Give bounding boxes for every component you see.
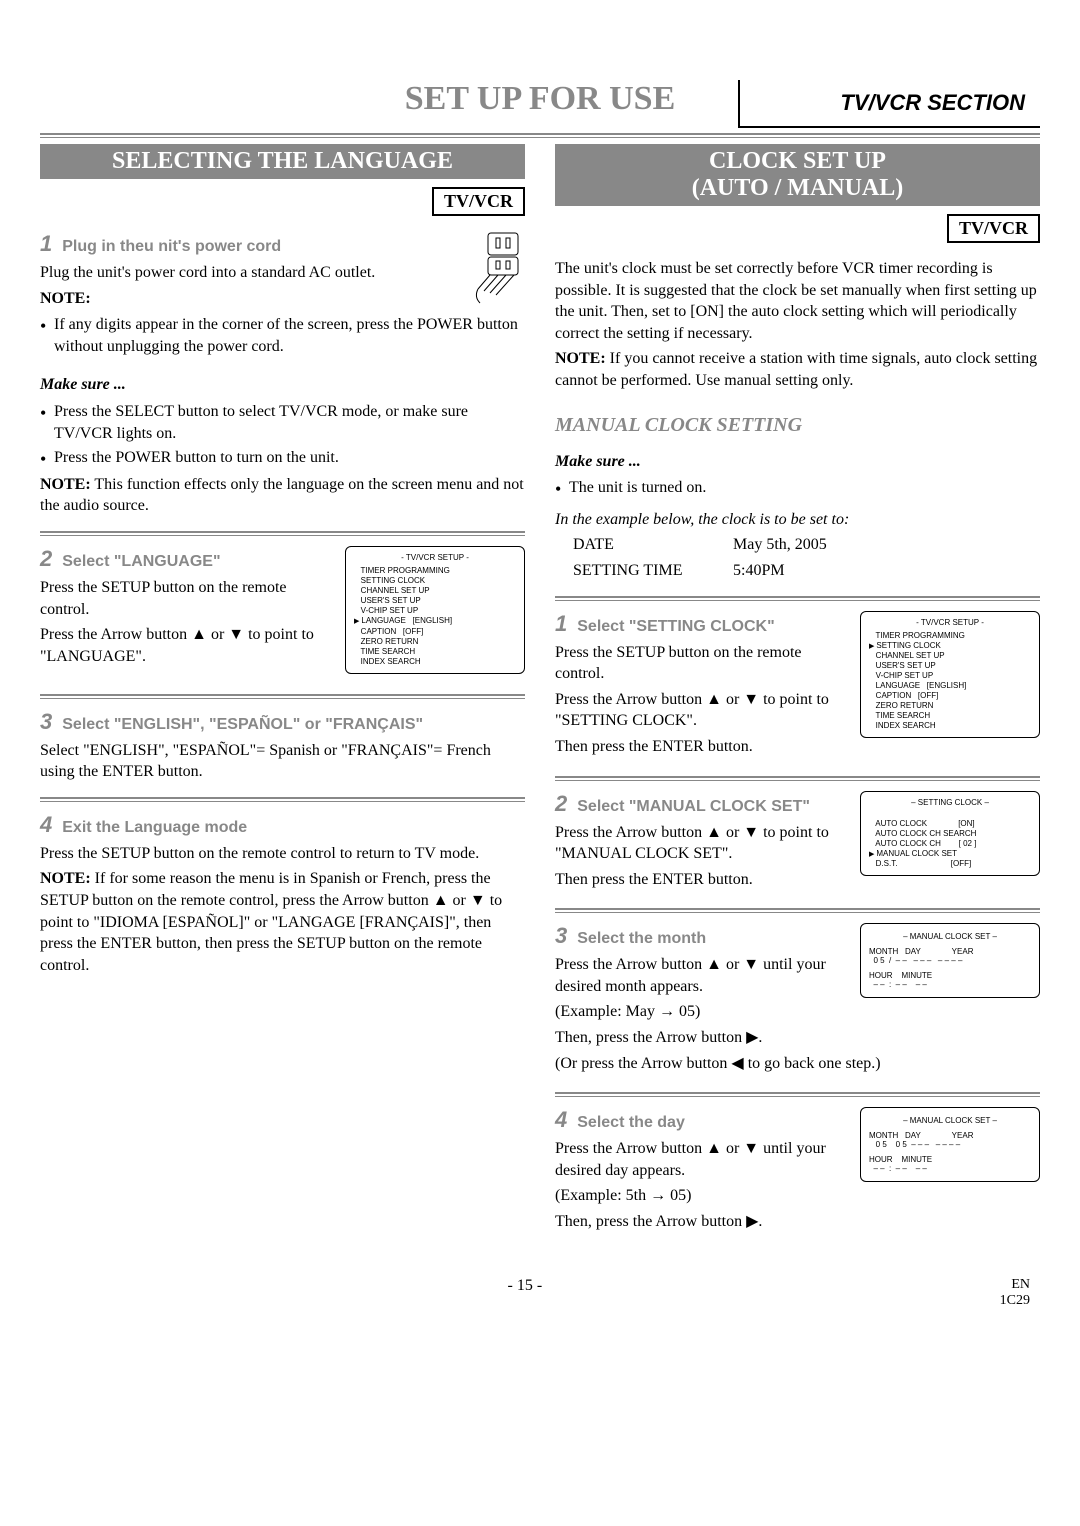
step-title: Select the month bbox=[577, 930, 706, 947]
step-title: Select the day bbox=[577, 1114, 685, 1131]
plug-icon bbox=[470, 231, 525, 306]
example-intro: In the example below, the clock is to be… bbox=[555, 509, 1040, 531]
example-row: DATEMay 5th, 2005 bbox=[573, 534, 1040, 556]
step-title: Plug in theu nit's power cord bbox=[62, 238, 281, 255]
step-num: 1 bbox=[40, 231, 52, 256]
tvvcr-badge: TV/VCR bbox=[947, 214, 1040, 243]
note-label: NOTE: bbox=[40, 290, 91, 307]
body-text: NOTE: This function effects only the lan… bbox=[40, 474, 525, 517]
body-text: Then press the ENTER button. bbox=[555, 736, 1040, 758]
clock-screen: – MANUAL CLOCK SET – MONTH DAY YEAR 0 5 … bbox=[860, 1107, 1040, 1182]
step-num: 1 bbox=[555, 611, 567, 636]
step-title: Select "SETTING CLOCK" bbox=[577, 618, 774, 635]
step-num: 2 bbox=[555, 791, 567, 816]
body-text: Press the SETUP button on the remote con… bbox=[40, 843, 525, 865]
page-number: - 15 - bbox=[50, 1277, 1000, 1309]
footer-code: EN1C29 bbox=[1000, 1277, 1030, 1309]
body-text: Then, press the Arrow button ▶. bbox=[555, 1027, 1040, 1049]
body-text: NOTE: If for some reason the menu is in … bbox=[40, 868, 525, 976]
body-text: Then, press the Arrow button ▶. bbox=[555, 1211, 1040, 1233]
step-num: 4 bbox=[40, 812, 52, 837]
osd-screen: - TV/VCR SETUP - TIMER PROGRAMMINGSETTIN… bbox=[860, 611, 1040, 739]
body-text: (Or press the Arrow button ◀ to go back … bbox=[555, 1053, 1040, 1075]
divider bbox=[40, 133, 1040, 135]
body-text: (Example: May → 05) bbox=[555, 1001, 1040, 1023]
step-num: 4 bbox=[555, 1107, 567, 1132]
bullet: Press the SELECT button to select TV/VCR… bbox=[40, 401, 525, 444]
step-title: Exit the Language mode bbox=[62, 819, 247, 836]
osd-screen: – SETTING CLOCK – AUTO CLOCK [ON] AUTO C… bbox=[860, 791, 1040, 877]
clock-screen: – MANUAL CLOCK SET – MONTH DAY YEAR 0 5 … bbox=[860, 923, 1040, 998]
subheading: MANUAL CLOCK SETTING bbox=[555, 412, 1040, 439]
body-text: Plug the unit's power cord into a standa… bbox=[40, 262, 525, 284]
bullet: Press the POWER button to turn on the un… bbox=[40, 447, 525, 469]
step-title: Select "ENGLISH", "ESPAÑOL" or "FRANÇAIS… bbox=[62, 716, 423, 733]
tvvcr-badge: TV/VCR bbox=[432, 187, 525, 216]
step-title: Select "MANUAL CLOCK SET" bbox=[577, 798, 810, 815]
bullet: If any digits appear in the corner of th… bbox=[40, 314, 525, 357]
osd-screen: - TV/VCR SETUP - TIMER PROGRAMMING SETTI… bbox=[345, 546, 525, 674]
bullet: The unit is turned on. bbox=[555, 477, 1040, 499]
body-text: (Example: 5th → 05) bbox=[555, 1185, 1040, 1207]
right-column: CLOCK SET UP(AUTO / MANUAL) TV/VCR The u… bbox=[555, 144, 1040, 1237]
right-header: CLOCK SET UP(AUTO / MANUAL) bbox=[555, 144, 1040, 206]
subheading: Make sure ... bbox=[555, 451, 1040, 473]
body-text: Select "ENGLISH", "ESPAÑOL"= Spanish or … bbox=[40, 740, 525, 783]
body-text: NOTE: If you cannot receive a station wi… bbox=[555, 348, 1040, 391]
step-num: 2 bbox=[40, 546, 52, 571]
step-title: Select "LANGUAGE" bbox=[62, 553, 220, 570]
example-row: SETTING TIME5:40PM bbox=[573, 560, 1040, 582]
body-text: The unit's clock must be set correctly b… bbox=[555, 258, 1040, 344]
section-tab: TV/VCR SECTION bbox=[738, 80, 1040, 128]
divider bbox=[40, 137, 1040, 138]
step-num: 3 bbox=[555, 923, 567, 948]
step-num: 3 bbox=[40, 709, 52, 734]
footer: - 15 - EN1C29 bbox=[40, 1277, 1040, 1309]
left-header: SELECTING THE LANGUAGE bbox=[40, 144, 525, 179]
left-column: SELECTING THE LANGUAGE TV/VCR 1 Plug in … bbox=[40, 144, 525, 1237]
subheading: Make sure ... bbox=[40, 374, 525, 396]
